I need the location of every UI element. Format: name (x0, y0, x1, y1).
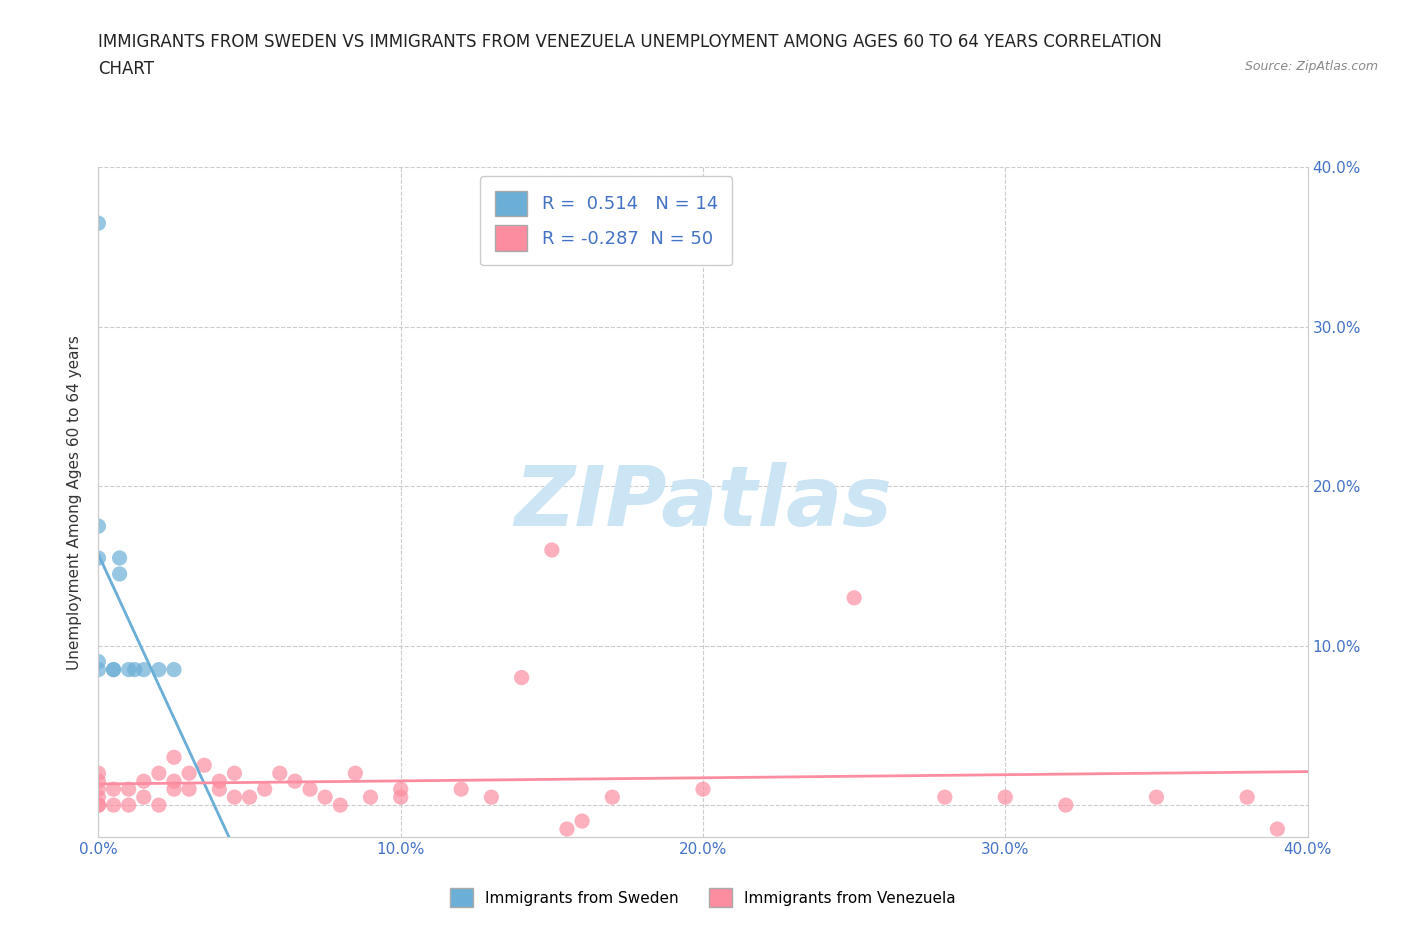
Point (224, 790, 246, 804)
Point (87, 216, 110, 231)
Point (360, 790, 382, 804)
Point (148, 662, 170, 677)
Point (87, 790, 110, 804)
Point (103, 782, 125, 797)
Point (118, 662, 141, 677)
Point (510, 671, 533, 685)
Point (132, 662, 155, 677)
Point (571, 814, 593, 829)
Point (179, 765, 201, 780)
Point (314, 790, 336, 804)
Point (103, 662, 125, 677)
Point (284, 774, 307, 789)
Point (1144, 790, 1167, 804)
Point (87, 765, 110, 780)
Point (1236, 790, 1258, 804)
Point (163, 750, 186, 764)
Point (1267, 821, 1289, 836)
Y-axis label: Unemployment Among Ages 60 to 64 years: Unemployment Among Ages 60 to 64 years (67, 335, 83, 670)
Text: ZIPatlas: ZIPatlas (515, 461, 891, 543)
Point (87, 782, 110, 797)
Point (108, 551, 131, 565)
Point (87, 774, 110, 789)
Point (118, 798, 141, 813)
Text: CHART: CHART (98, 60, 155, 78)
Point (124, 662, 146, 677)
Point (344, 765, 367, 780)
Point (555, 821, 578, 836)
Text: Source: ZipAtlas.com: Source: ZipAtlas.com (1244, 60, 1378, 73)
Point (389, 782, 412, 797)
Point (329, 798, 352, 813)
Point (87, 654, 110, 669)
Point (602, 790, 624, 804)
Point (253, 782, 276, 797)
Text: IMMIGRANTS FROM SWEDEN VS IMMIGRANTS FROM VENEZUELA UNEMPLOYMENT AMONG AGES 60 T: IMMIGRANTS FROM SWEDEN VS IMMIGRANTS FRO… (98, 33, 1163, 50)
Point (148, 798, 170, 813)
Point (193, 758, 215, 773)
Point (692, 782, 714, 797)
Point (1054, 798, 1077, 813)
Point (269, 765, 291, 780)
Point (299, 782, 322, 797)
Point (132, 790, 155, 804)
Legend: Immigrants from Sweden, Immigrants from Venezuela: Immigrants from Sweden, Immigrants from … (444, 883, 962, 913)
Point (239, 790, 262, 804)
Legend: R =  0.514   N = 14, R = -0.287  N = 50: R = 0.514 N = 14, R = -0.287 N = 50 (481, 177, 733, 265)
Point (934, 790, 956, 804)
Point (148, 765, 170, 780)
Point (208, 782, 231, 797)
Point (87, 798, 110, 813)
Point (103, 662, 125, 677)
Point (481, 790, 503, 804)
Point (132, 774, 155, 789)
Point (87, 519, 110, 534)
Point (163, 662, 186, 677)
Point (389, 790, 412, 804)
Point (844, 591, 866, 605)
Point (163, 782, 186, 797)
Point (994, 790, 1017, 804)
Point (87, 798, 110, 813)
Point (87, 551, 110, 565)
Point (103, 798, 125, 813)
Point (108, 566, 131, 581)
Point (540, 542, 562, 557)
Point (179, 782, 201, 797)
Point (118, 782, 141, 797)
Point (224, 765, 246, 780)
Point (208, 774, 231, 789)
Point (87, 662, 110, 677)
Point (163, 774, 186, 789)
Point (450, 782, 472, 797)
